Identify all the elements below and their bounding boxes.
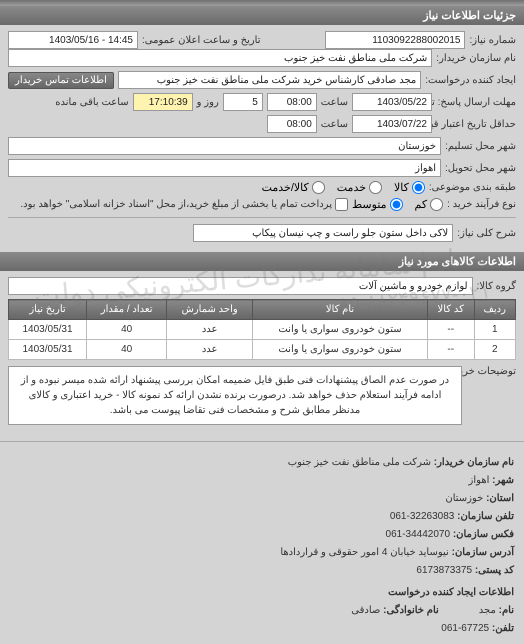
phone-label: تلفن سازمان: (457, 511, 514, 522)
postal-label: کد پستی: (475, 565, 514, 576)
family-value: صادقی (351, 605, 380, 616)
contact-button[interactable]: اطلاعات تماس خریدار (8, 72, 114, 89)
table-cell: 40 (87, 320, 167, 340)
tel-label: تلفن: (492, 623, 514, 634)
time-label-2: ساعت (321, 119, 348, 130)
footer-city-value: اهواز (469, 475, 490, 486)
radio-goods[interactable]: کالا (394, 181, 425, 194)
classification-label: طبقه بندی موضوعی: (429, 182, 516, 193)
radio-service-label: خدمت (337, 181, 366, 194)
validity-date: 1403/07/22 (352, 115, 432, 133)
table-cell: -- (427, 340, 474, 360)
table-header: واحد شمارش (167, 300, 253, 320)
response-date: 1403/05/22 (352, 93, 432, 111)
radio-goods-input[interactable] (412, 181, 425, 194)
radio-low[interactable]: کم (415, 198, 444, 211)
table-header: تعداد / مقدار (87, 300, 167, 320)
creator-value: مجد صادقی کارشناس خرید شرکت ملی مناطق نف… (118, 71, 421, 89)
city-label: شهر محل تسلیم: (445, 141, 516, 152)
footer-info: نام سازمان خریدار: شرکت ملی مناطق نفت خی… (0, 448, 524, 644)
table-cell: 2 (474, 340, 515, 360)
phone-value: 32263083-061 (390, 511, 455, 522)
page-title: جزئیات اطلاعات نیاز (0, 6, 524, 25)
radio-medium-input[interactable] (390, 198, 403, 211)
address-label: آدرس سازمان: (452, 547, 514, 558)
footer-city-label: شهر: (492, 475, 514, 486)
remain-time: 17:10:39 (133, 93, 193, 111)
validity-time: 08:00 (267, 115, 317, 133)
group-value: لوازم خودرو و ماشین آلات (8, 277, 473, 295)
days-value: 5 (223, 93, 263, 111)
tel-value: 67725-061 (441, 623, 489, 634)
need-title-label: شرح کلی نیاز: (457, 228, 516, 239)
table-header: نام کالا (253, 300, 428, 320)
name-value: مجد (479, 605, 496, 616)
fax-label: فکس سازمان: (453, 529, 514, 540)
radio-goods-label: کالا (394, 181, 409, 194)
description-label: توضیحات خریدار: (466, 366, 516, 377)
response-deadline-label: مهلت ارسال پاسخ: تا تاریخ: (436, 97, 516, 108)
process-note: پرداخت تمام یا بخشی از مبلغ خرید،از محل … (20, 199, 332, 210)
delivery-city-label: شهر محل تحویل: (445, 163, 516, 174)
goods-section-title: اطلاعات کالاهای مورد نیاز (0, 252, 524, 271)
radio-medium[interactable]: متوسط (352, 198, 403, 211)
buyer-value: شرکت ملی مناطق نفت خیز جنوب (8, 49, 432, 67)
city-value: خوزستان (8, 137, 441, 155)
org-value: شرکت ملی مناطق نفت خیز جنوب (288, 457, 431, 468)
table-cell: -- (427, 320, 474, 340)
table-cell: 1 (474, 320, 515, 340)
name-label: نام: (499, 605, 514, 616)
buyer-label: نام سازمان خریدار: (436, 53, 516, 64)
table-header: کد کالا (427, 300, 474, 320)
address-value: نیوساید خیابان 4 امور حقوقی و قراردادها (280, 547, 448, 558)
org-label: نام سازمان خریدار: (434, 457, 514, 468)
announce-value: 14:45 - 1403/05/16 (8, 31, 138, 49)
radio-low-input[interactable] (430, 198, 443, 211)
process-checkbox[interactable] (335, 198, 348, 211)
radio-medium-label: متوسط (352, 198, 387, 211)
goods-table: ردیفکد کالانام کالاواحد شمارشتعداد / مقد… (8, 299, 516, 360)
table-row: 1--ستون خودروی سواری یا وانتعدد401403/05… (9, 320, 516, 340)
days-label: روز و (197, 97, 219, 108)
announce-label: تاریخ و ساعت اعلان عمومی: (142, 35, 261, 46)
description-text: در صورت عدم الصاق پیشنهادات فنی طبق فایل… (8, 366, 462, 425)
response-time: 08:00 (267, 93, 317, 111)
radio-service[interactable]: خدمت (337, 181, 382, 194)
remain-label: ساعت باقی مانده (55, 97, 128, 108)
process-note-check[interactable]: پرداخت تمام یا بخشی از مبلغ خرید،از محل … (20, 198, 348, 211)
radio-goods-service-input[interactable] (312, 181, 325, 194)
request-number-label: شماره نیاز: (469, 35, 516, 46)
table-cell: 1403/05/31 (9, 320, 87, 340)
delivery-city-value: اهواز (8, 159, 441, 177)
table-cell: ستون خودروی سواری یا وانت (253, 320, 428, 340)
radio-low-label: کم (415, 198, 428, 211)
process-label: نوع فرآیند خرید : (447, 199, 516, 210)
radio-goods-service[interactable]: کالا/خدمت (262, 181, 325, 194)
table-cell: 1403/05/31 (9, 340, 87, 360)
request-number-value: 1103092288002015 (325, 31, 465, 49)
table-header: تاریخ نیاز (9, 300, 87, 320)
creator-info-title: اطلاعات ایجاد کننده درخواست (388, 587, 514, 598)
table-header: ردیف (474, 300, 515, 320)
family-label: نام خانوادگی: (383, 605, 439, 616)
need-title-value: لاکی داخل ستون جلو راست و چپ نیسان پیکاپ (193, 224, 453, 242)
table-row: 2--ستون خودروی سواری یا وانتعدد401403/05… (9, 340, 516, 360)
time-label-1: ساعت (321, 97, 348, 108)
radio-service-input[interactable] (369, 181, 382, 194)
group-label: گروه کالا: (477, 281, 516, 292)
province-value: خوزستان (445, 493, 483, 504)
table-cell: ستون خودروی سواری یا وانت (253, 340, 428, 360)
creator-label: ایجاد کننده درخواست: (425, 75, 516, 86)
province-label: استان: (486, 493, 514, 504)
radio-goods-service-label: کالا/خدمت (262, 181, 309, 194)
postal-value: 6173873375 (416, 565, 472, 576)
validity-label: حداقل تاریخ اعتبار قیمت: تا تاریخ: (436, 119, 516, 130)
fax-value: 34442070-061 (386, 529, 451, 540)
table-cell: 40 (87, 340, 167, 360)
table-cell: عدد (167, 320, 253, 340)
table-cell: عدد (167, 340, 253, 360)
